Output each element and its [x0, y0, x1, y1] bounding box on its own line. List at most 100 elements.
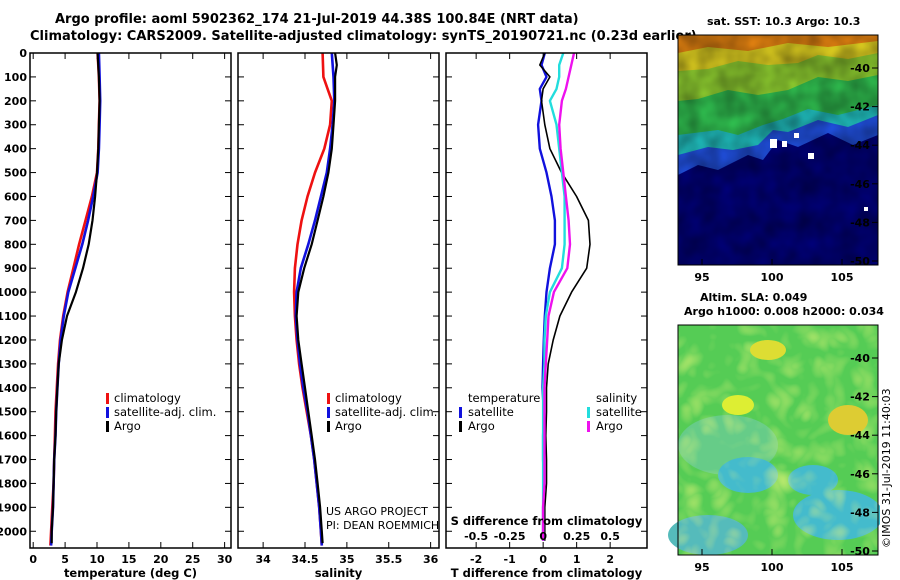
legend-heading-salinity: salinity — [596, 391, 637, 405]
x-tick-label: 34.5 — [291, 553, 318, 566]
lon-tick-label: 100 — [761, 561, 784, 574]
depth-tick-label: 1800 — [0, 477, 27, 490]
salinity-diff-tick-label: 0.5 — [600, 530, 620, 543]
legend-swatch — [106, 393, 109, 404]
sal-diff-argo-line — [541, 52, 576, 541]
depth-tick-label: 1500 — [0, 406, 27, 419]
legend-label: Argo — [468, 419, 495, 433]
credit-pi: PI: DEAN ROEMMICH — [326, 519, 440, 532]
legend-label: climatology — [335, 391, 402, 405]
legend-heading-temperature: temperature — [468, 391, 540, 405]
x-tick-label: 36 — [423, 553, 439, 566]
lon-tick-label: 100 — [761, 271, 784, 284]
lon-tick-label: 95 — [694, 561, 709, 574]
legend-label: satellite — [596, 405, 642, 419]
legend-label: Argo — [335, 419, 362, 433]
argo-line — [295, 52, 338, 544]
legend-label: satellite-adj. clim. — [335, 405, 437, 419]
lat-tick-label: -46 — [850, 178, 870, 191]
salinity-diff-tick-label: -0.5 — [464, 530, 488, 543]
depth-tick-label: 1600 — [0, 430, 27, 443]
legend-swatch — [106, 421, 109, 432]
legend-swatch — [327, 393, 330, 404]
depth-tick-label: 1300 — [0, 358, 27, 371]
lat-tick-label: -48 — [850, 216, 870, 229]
x-tick-label: 25 — [185, 553, 200, 566]
lat-tick-label: -46 — [850, 468, 870, 481]
depth-tick-label: 700 — [4, 214, 27, 227]
depth-tick-label: 100 — [4, 71, 27, 84]
lat-tick-label: -40 — [850, 352, 870, 365]
x-axis-title: temperature (deg C) — [64, 566, 197, 580]
profile-plots: 0100200300400500600700800900100011001200… — [0, 47, 648, 580]
x-tick-label: 35.5 — [375, 553, 402, 566]
climatology-line — [292, 52, 334, 546]
x-tick-label: 5 — [61, 553, 69, 566]
depth-tick-label: 1400 — [0, 382, 27, 395]
lat-tick-label: -42 — [850, 391, 870, 404]
legend-swatch — [587, 407, 590, 418]
legend-label: Argo — [596, 419, 623, 433]
x-tick-label: 2 — [606, 553, 614, 566]
depth-tick-label: 400 — [4, 143, 27, 156]
salinity-diff-tick-label: 0 — [539, 530, 547, 543]
legend-label: climatology — [114, 391, 181, 405]
x-tick-label: 20 — [153, 553, 169, 566]
temperature-panel: 0100200300400500600700800900100011001200… — [0, 47, 233, 580]
lat-tick-label: -48 — [850, 506, 870, 519]
depth-tick-label: 2000 — [0, 525, 27, 538]
climatology-line — [49, 52, 101, 546]
panel-frame — [445, 52, 648, 549]
legend-swatch — [459, 407, 462, 418]
legend-label: satellite — [468, 405, 514, 419]
salinity-diff-axis-title: S difference from climatology — [451, 514, 643, 528]
legend-swatch — [587, 421, 590, 432]
sal-diff-satellite-line — [541, 52, 566, 541]
x-tick-label: -2 — [470, 553, 482, 566]
depth-tick-label: 1200 — [0, 334, 27, 347]
lat-tick-label: -42 — [850, 101, 870, 114]
depth-tick-label: 200 — [4, 95, 27, 108]
header-line-1: Argo profile: aoml 5902362_174 21-Jul-20… — [55, 12, 579, 27]
depth-tick-label: 300 — [4, 119, 27, 132]
lon-tick-label: 105 — [831, 561, 854, 574]
x-tick-label: -1 — [504, 553, 516, 566]
panel-frame — [237, 52, 440, 549]
temp-diff-argo-line — [538, 52, 591, 541]
x-tick-label: 15 — [121, 553, 136, 566]
lon-tick-label: 95 — [694, 271, 709, 284]
panel-frame — [29, 52, 232, 549]
sst-map: -40 -42 -44 -46 -48 -50 95 100 105 — [677, 34, 879, 284]
salinity-diff-tick-label: -0.25 — [494, 530, 526, 543]
salinity-panel: 34 34.5 35 35.5 36 salinity climatologysatelli… — [237, 52, 440, 580]
credit-project: US ARGO PROJECT — [326, 505, 428, 518]
lon-tick-label: 105 — [831, 271, 854, 284]
x-tick-label: 35 — [339, 553, 354, 566]
argo-line — [50, 52, 101, 544]
sla-map: -40 -42 -44 -46 -48 -50 95 100 105 — [668, 324, 880, 574]
x-axis-title: T difference from climatology — [451, 566, 643, 580]
salinity-diff-tick-label: 0.25 — [563, 530, 590, 543]
lat-tick-label: -44 — [850, 139, 870, 152]
x-tick-label: 0 — [539, 553, 547, 566]
sla-map-title-2: Argo h1000: 0.008 h2000: 0.034 — [684, 305, 884, 318]
legend-swatch — [327, 421, 330, 432]
depth-tick-label: 500 — [4, 167, 27, 180]
lat-tick-label: -50 — [850, 545, 870, 558]
legend-swatch — [106, 407, 109, 418]
lat-tick-label: -40 — [850, 62, 870, 75]
sla-map-title-1: Altim. SLA: 0.049 — [700, 291, 808, 304]
x-tick-label: 0 — [29, 553, 37, 566]
depth-tick-label: 600 — [4, 190, 27, 203]
sst-map-title: sat. SST: 10.3 Argo: 10.3 — [707, 15, 861, 28]
depth-tick-label: 1100 — [0, 310, 27, 323]
lat-tick-label: -50 — [850, 255, 870, 268]
x-axis-title: salinity — [315, 566, 363, 580]
difference-panel: -2 -1 0 1 2T difference from climatology -0.5… — [445, 52, 648, 580]
lat-tick-label: -44 — [850, 429, 870, 442]
depth-tick-label: 900 — [4, 262, 27, 275]
x-tick-label: 34 — [255, 553, 271, 566]
x-tick-label: 30 — [217, 553, 233, 566]
legend-label: satellite-adj. clim. — [114, 405, 216, 419]
depth-tick-label: 800 — [4, 238, 27, 251]
